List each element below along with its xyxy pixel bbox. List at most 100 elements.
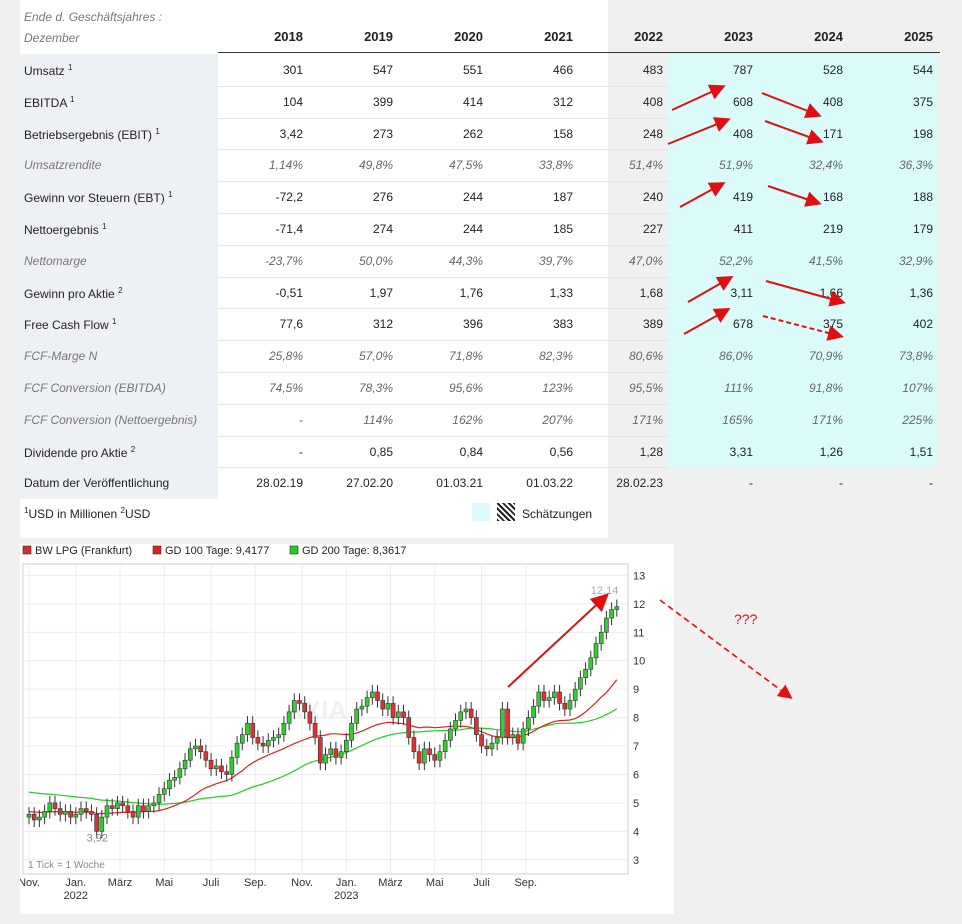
- candle-body: [281, 722, 287, 735]
- table-cell: 1,36: [909, 285, 933, 300]
- candle-body: [239, 734, 245, 744]
- table-cell: 678: [732, 317, 753, 332]
- candle-body: [146, 805, 151, 812]
- candle-body: [115, 802, 120, 809]
- table-cell: 483: [642, 63, 663, 77]
- candle-body: [99, 816, 105, 832]
- row-divider: [218, 117, 668, 119]
- table-cell: 95,6%: [448, 381, 483, 395]
- row-label: EBITDA 1: [24, 95, 74, 110]
- candle-body: [567, 700, 573, 710]
- candle-body: [406, 717, 412, 738]
- legend-estimates-label: Schätzungen: [522, 507, 593, 521]
- row-label: Dividende pro Aktie 2: [24, 445, 135, 460]
- row-label-text: FCF Conversion (Nettoergebnis): [24, 412, 198, 427]
- row-label-text: EBITDA: [24, 95, 67, 110]
- header-fiscal-year-end: Ende d. Geschäftsjahres :: [24, 10, 163, 24]
- table-cell: 80,6%: [628, 349, 663, 364]
- row-label-text: FCF Conversion (EBITDA): [24, 381, 166, 395]
- candle-body: [437, 751, 443, 761]
- row-label: Nettoergebnis 1: [24, 222, 107, 237]
- table-cell: 168: [822, 190, 843, 205]
- candle-body: [442, 740, 448, 753]
- row-label-footnote: 2: [118, 285, 123, 295]
- header-month: Dezember: [24, 31, 80, 45]
- table-cell: -0,51: [275, 285, 303, 300]
- candle-body: [52, 802, 58, 809]
- row-divider: [218, 85, 668, 87]
- x-tick-label: Juli: [203, 877, 220, 889]
- y-tick-label: 3: [633, 855, 639, 867]
- row-label: Free Cash Flow 1: [24, 317, 117, 332]
- candle-body: [468, 708, 474, 718]
- table-cell: 225%: [902, 412, 933, 427]
- candle-body: [187, 748, 193, 761]
- table-cell: 1,14%: [268, 158, 303, 173]
- y-tick-label: 8: [633, 713, 639, 725]
- table-cell: 49,8%: [358, 158, 393, 173]
- row-divider: [218, 149, 668, 151]
- y-tick-label: 6: [633, 769, 639, 781]
- table-cell: 1,66: [819, 285, 843, 300]
- candle-body: [271, 737, 276, 741]
- candle-body: [588, 657, 594, 670]
- table-cell: 240: [642, 190, 663, 205]
- table-cell: 32,4%: [808, 158, 843, 173]
- footnote-part: USD: [124, 507, 151, 521]
- table-cell: 396: [462, 317, 483, 332]
- candle-body: [583, 668, 588, 679]
- row-label: Nettomarge: [24, 254, 87, 268]
- candle-body: [109, 805, 115, 809]
- candle-body: [130, 811, 136, 818]
- candle-body: [255, 737, 261, 744]
- candle-body: [161, 788, 167, 795]
- candle-body: [427, 748, 432, 755]
- year-header: 2024: [814, 29, 843, 44]
- candle-body: [364, 697, 370, 707]
- row-divider: [218, 244, 668, 246]
- candle-body: [520, 728, 526, 744]
- table-cell: 0,85: [369, 444, 393, 459]
- x-tick-label: Sep.: [514, 877, 537, 889]
- year-header: 2022: [634, 29, 663, 44]
- table-cell: 171: [822, 126, 843, 141]
- candle-body: [557, 691, 562, 704]
- table-cell: 171%: [812, 412, 843, 427]
- candle-body: [224, 771, 229, 775]
- question-marks: ???: [734, 611, 758, 627]
- x-tick-label: März: [108, 877, 132, 889]
- candle-body: [359, 705, 365, 710]
- table-cell: 91,8%: [808, 381, 843, 395]
- candle-body: [349, 722, 354, 741]
- table-cell: 375: [912, 94, 933, 109]
- year-header: 2018: [274, 29, 303, 44]
- row-divider: [218, 308, 668, 310]
- max-price-label: 12,14: [591, 585, 619, 597]
- candle-body: [57, 808, 63, 815]
- table-cell: 32,9%: [898, 253, 933, 268]
- row-label-text: Umsatz: [24, 64, 65, 78]
- candle-body: [68, 811, 73, 818]
- y-tick-label: 12: [633, 599, 645, 611]
- table-cell: 01.03.21: [436, 476, 483, 491]
- tick-note: 1 Tick = 1 Woche: [28, 860, 105, 871]
- table-cell: -: [299, 444, 303, 459]
- row-divider: [218, 213, 668, 214]
- candle-body: [354, 708, 360, 724]
- table-cell: 41,5%: [808, 253, 843, 268]
- table-cell: 104: [282, 94, 303, 109]
- row-divider: [218, 403, 668, 405]
- row-divider: [218, 181, 668, 183]
- table-cell: 28.02.23: [616, 476, 663, 491]
- year-header: 2025: [904, 29, 933, 44]
- candle-body: [333, 748, 339, 758]
- table-cell: 1,51: [909, 444, 933, 459]
- legend-swatch: [289, 545, 299, 555]
- table-cell: 248: [642, 126, 663, 141]
- table-cell: 787: [732, 63, 753, 77]
- candle-body: [370, 691, 375, 698]
- footnote: 1USD in Millionen 2USD: [24, 506, 150, 521]
- table-cell: 78,3%: [358, 381, 393, 395]
- y-tick-label: 11: [633, 627, 644, 639]
- price-chart-panel: 3 4 5 6 7 8 9 10 11 12 13 Nov. Jan. 2022 März Mai Juli Se…: [18, 544, 674, 914]
